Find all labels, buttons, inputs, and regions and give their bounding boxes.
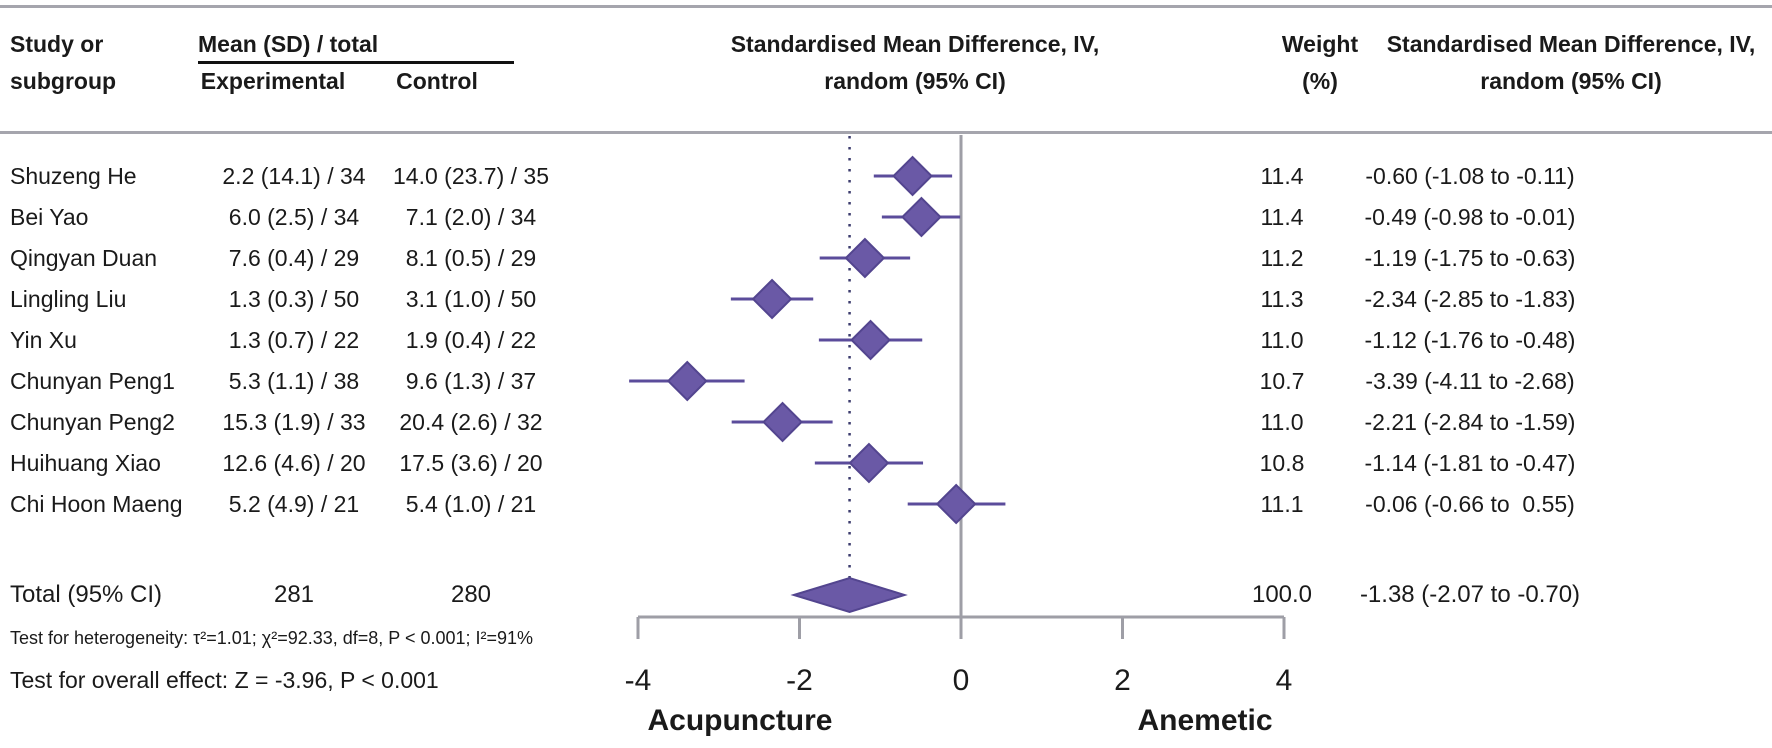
total-smd-ci: -1.38 (-2.07 to -0.70): [1359, 581, 1581, 608]
study-name: Lingling Liu: [10, 286, 127, 312]
header-study-line1: Study or: [10, 31, 104, 57]
total-weight: 100.0: [1251, 581, 1313, 608]
axis-tick-label: 0: [952, 664, 970, 697]
mean-sd-underline: [198, 61, 514, 64]
smd-ci-value: -1.19 (-1.75 to -0.63): [1364, 245, 1576, 271]
study-name: Chunyan Peng1: [10, 368, 175, 394]
experimental-value: 2.2 (14.1) / 34: [222, 163, 366, 189]
favours-left-label: Acupuncture: [647, 704, 833, 737]
control-value: 5.4 (1.0) / 21: [405, 491, 537, 517]
study-name: Huihuang Xiao: [10, 450, 161, 476]
weight-value: 11.0: [1260, 409, 1304, 435]
favours-right-label: Anemetic: [1137, 704, 1273, 737]
axis-tick-label: 2: [1114, 664, 1131, 697]
header-weight-line1: Weight: [1281, 31, 1359, 57]
experimental-value: 7.6 (0.4) / 29: [228, 245, 360, 271]
effect-diamond: [762, 401, 803, 443]
control-value: 7.1 (2.0) / 34: [405, 204, 537, 230]
effect-diamond: [666, 360, 708, 402]
smd-ci-value: -0.06 (-0.66 to 0.55): [1365, 491, 1575, 517]
study-name: Shuzeng He: [10, 163, 137, 189]
header-smd-text-line2: random (95% CI): [1480, 68, 1662, 94]
weight-value: 10.8: [1259, 450, 1305, 476]
effect-diamond: [892, 155, 933, 197]
axis-tick-label: -2: [786, 664, 813, 697]
experimental-value: 1.3 (0.7) / 22: [228, 327, 360, 353]
study-name: Bei Yao: [10, 204, 89, 230]
smd-ci-value: -1.12 (-1.76 to -0.48): [1364, 327, 1576, 353]
weight-value: 11.2: [1260, 245, 1304, 271]
effect-diamond: [848, 442, 890, 484]
heterogeneity-test-text: Test for heterogeneity: τ²=1.01; χ²=92.3…: [10, 628, 534, 648]
header-smd-plot-line2: random (95% CI): [824, 68, 1006, 94]
header-study-line2: subgroup: [10, 68, 117, 94]
effect-diamond: [935, 483, 977, 525]
effect-diamond: [844, 237, 886, 279]
control-value: 9.6 (1.3) / 37: [405, 368, 537, 394]
total-diamond: [790, 576, 908, 614]
total-label: Total (95% CI): [10, 581, 163, 608]
weight-value: 11.1: [1260, 491, 1304, 517]
weight-value: 11.0: [1260, 327, 1304, 353]
total-experimental-n: 281: [273, 581, 315, 608]
smd-ci-value: -0.60 (-1.08 to -0.11): [1365, 163, 1575, 189]
effect-diamond: [850, 319, 891, 361]
axis-tick-label: 4: [1275, 664, 1293, 697]
control-value: 14.0 (23.7) / 35: [393, 163, 549, 189]
control-value: 8.1 (0.5) / 29: [405, 245, 537, 271]
weight-value: 11.4: [1260, 204, 1304, 230]
study-name: Chi Hoon Maeng: [10, 491, 183, 517]
experimental-value: 12.6 (4.6) / 20: [222, 450, 366, 476]
overall-effect-test-text: Test for overall effect: Z = -3.96, P < …: [10, 667, 439, 693]
top-rule: [0, 5, 1772, 8]
header-weight-line2: (%): [1302, 68, 1338, 94]
axis-tick-label: -4: [624, 664, 652, 697]
experimental-value: 5.3 (1.1) / 38: [228, 368, 360, 394]
experimental-value: 1.3 (0.3) / 50: [228, 286, 360, 312]
control-value: 20.4 (2.6) / 32: [399, 409, 543, 435]
effect-diamond: [751, 278, 793, 320]
experimental-value: 5.2 (4.9) / 21: [228, 491, 360, 517]
study-name: Qingyan Duan: [10, 245, 158, 271]
header-control: Control: [396, 68, 478, 94]
header-separator-rule: [0, 131, 1772, 134]
total-control-n: 280: [450, 581, 492, 608]
header-smd-text-line1: Standardised Mean Difference, IV,: [1386, 31, 1756, 57]
header-mean-sd-total: Mean (SD) / total: [198, 31, 379, 57]
smd-ci-value: -1.14 (-1.81 to -0.47): [1364, 450, 1576, 476]
study-name: Yin Xu: [10, 327, 77, 353]
effect-diamond: [901, 196, 942, 238]
weight-value: 10.7: [1259, 368, 1305, 394]
weight-value: 11.4: [1260, 163, 1304, 189]
experimental-value: 15.3 (1.9) / 33: [222, 409, 366, 435]
smd-ci-value: -2.21 (-2.84 to -1.59): [1364, 409, 1576, 435]
header-smd-plot-line1: Standardised Mean Difference, IV,: [730, 31, 1100, 57]
weight-value: 11.3: [1260, 286, 1304, 312]
experimental-value: 6.0 (2.5) / 34: [228, 204, 360, 230]
header-experimental: Experimental: [200, 68, 346, 94]
smd-ci-value: -0.49 (-0.98 to -0.01): [1364, 204, 1576, 230]
study-name: Chunyan Peng2: [10, 409, 175, 435]
control-value: 1.9 (0.4) / 22: [405, 327, 537, 353]
smd-ci-value: -3.39 (-4.11 to -2.68): [1365, 368, 1575, 394]
control-value: 3.1 (1.0) / 50: [405, 286, 537, 312]
smd-ci-value: -2.34 (-2.85 to -1.83): [1364, 286, 1576, 312]
control-value: 17.5 (3.6) / 20: [399, 450, 543, 476]
